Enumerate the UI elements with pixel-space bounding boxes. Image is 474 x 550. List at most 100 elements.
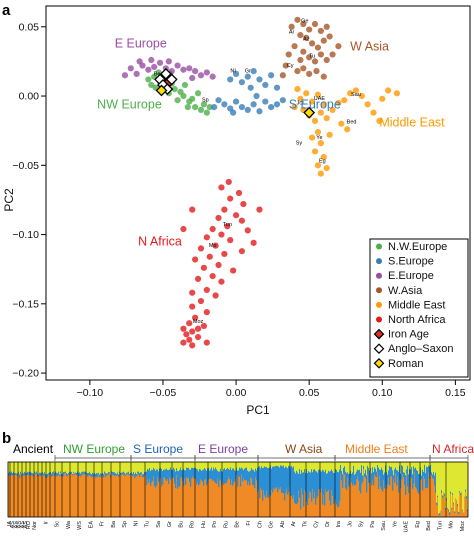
bar-comp3 bbox=[309, 462, 311, 473]
bar-comp3 bbox=[113, 462, 115, 473]
bar-comp3 bbox=[204, 462, 206, 468]
bar-comp1 bbox=[76, 472, 78, 476]
bar-comp3 bbox=[80, 462, 82, 474]
bar-comp3 bbox=[44, 462, 46, 473]
bar-comp1 bbox=[430, 464, 432, 475]
bar-comp1 bbox=[212, 470, 214, 481]
bar-comp3 bbox=[254, 462, 256, 472]
point-e bbox=[121, 72, 129, 79]
bar-comp3 bbox=[209, 462, 211, 471]
point-wa bbox=[317, 27, 324, 35]
bar-comp1 bbox=[253, 470, 255, 486]
bar-comp1 bbox=[85, 471, 87, 475]
bar-comp1 bbox=[117, 472, 119, 475]
bar-comp1 bbox=[96, 473, 98, 477]
bar-comp3 bbox=[173, 462, 175, 468]
bar-comp3 bbox=[388, 462, 390, 471]
bar-comp3 bbox=[133, 462, 135, 473]
bar-comp3 bbox=[71, 462, 73, 473]
bar-comp1 bbox=[193, 468, 195, 479]
bar-comp3 bbox=[344, 462, 346, 467]
bar-comp3 bbox=[190, 462, 192, 470]
bar-comp3 bbox=[226, 462, 228, 470]
bar-comp1 bbox=[322, 469, 324, 505]
bar-comp3 bbox=[272, 462, 274, 467]
bar-comp3 bbox=[43, 462, 45, 474]
bar-comp3 bbox=[186, 462, 188, 468]
group-label: W Asia bbox=[350, 39, 389, 53]
bar-comp1 bbox=[42, 472, 44, 474]
bar-comp1 bbox=[126, 472, 128, 475]
point-wa bbox=[317, 51, 324, 58]
bar-comp3 bbox=[248, 462, 250, 472]
bar-comp1 bbox=[372, 467, 374, 481]
x-tick-label: −0.10 bbox=[77, 387, 104, 399]
bar-comp3 bbox=[260, 462, 262, 469]
bar-comp3 bbox=[413, 462, 415, 467]
bar-comp3 bbox=[197, 462, 199, 470]
bar-comp3 bbox=[429, 462, 431, 467]
bar-comp1 bbox=[466, 496, 468, 499]
population-tick-label: Ir bbox=[43, 521, 49, 525]
bar-comp3 bbox=[229, 462, 231, 470]
bar-comp1 bbox=[29, 471, 31, 476]
bar-comp3 bbox=[268, 462, 270, 469]
bar-comp1 bbox=[313, 469, 315, 499]
bar-comp1 bbox=[211, 467, 213, 480]
bar-comp1 bbox=[251, 468, 253, 479]
bar-comp1 bbox=[166, 468, 168, 481]
population-tick-label: Ar bbox=[291, 521, 297, 527]
bar-comp1 bbox=[132, 473, 134, 477]
population-tick-label: Eg bbox=[415, 521, 421, 528]
point-e bbox=[209, 73, 216, 80]
point-nw bbox=[148, 81, 155, 89]
bar-comp3 bbox=[210, 462, 212, 470]
bar-comp3 bbox=[283, 462, 285, 466]
bar-comp3 bbox=[435, 462, 437, 473]
point-wa bbox=[297, 56, 304, 64]
bar-comp3 bbox=[174, 462, 176, 470]
point-na bbox=[215, 261, 222, 269]
bar-comp1 bbox=[377, 465, 379, 472]
bar-comp1 bbox=[438, 514, 440, 516]
bar-comp3 bbox=[406, 462, 408, 470]
bar-comp3 bbox=[106, 462, 108, 474]
bar-comp3 bbox=[203, 462, 205, 470]
bar-comp3 bbox=[359, 462, 361, 470]
legend-label: N.W.Europe bbox=[388, 241, 447, 253]
bar-comp3 bbox=[262, 462, 264, 469]
bar-comp3 bbox=[362, 462, 364, 476]
bar-comp3 bbox=[312, 462, 314, 473]
point-na bbox=[218, 231, 225, 238]
point-s bbox=[256, 76, 263, 83]
bar-comp1 bbox=[403, 472, 405, 478]
bar-comp3 bbox=[357, 462, 359, 470]
bar-comp3 bbox=[18, 462, 20, 472]
point-na bbox=[221, 250, 228, 258]
bar-comp1 bbox=[167, 470, 169, 479]
point-e bbox=[151, 63, 158, 71]
bar-comp1 bbox=[358, 470, 360, 481]
bar-comp1 bbox=[65, 471, 67, 473]
bar-comp1 bbox=[52, 472, 54, 476]
bar-comp3 bbox=[290, 462, 292, 468]
bar-comp3 bbox=[302, 462, 304, 473]
bar-comp1 bbox=[48, 473, 50, 475]
bar-comp1 bbox=[84, 471, 86, 474]
bar-comp1 bbox=[142, 474, 144, 478]
bar-comp3 bbox=[449, 462, 451, 513]
bar-comp1 bbox=[124, 472, 126, 476]
bar-comp3 bbox=[62, 462, 64, 474]
point-me bbox=[303, 90, 310, 97]
bar-comp3 bbox=[241, 462, 243, 468]
bar-comp1 bbox=[140, 472, 142, 475]
bar-comp3 bbox=[454, 462, 456, 512]
point-wa bbox=[313, 68, 320, 75]
point-me bbox=[352, 87, 360, 94]
bar-comp1 bbox=[19, 474, 21, 479]
bar-comp3 bbox=[353, 462, 355, 466]
population-tick-label: Sy bbox=[359, 521, 365, 528]
bar-comp3 bbox=[433, 462, 435, 473]
point-na bbox=[203, 309, 210, 316]
bar-comp3 bbox=[46, 462, 48, 475]
